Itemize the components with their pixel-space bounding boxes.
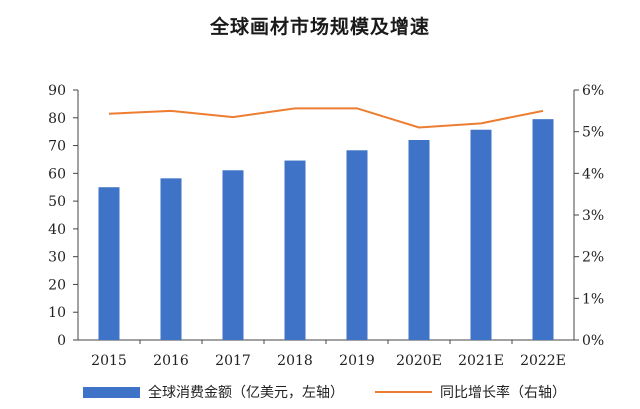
legend-bar-label: 全球消费金额（亿美元，左轴） (148, 384, 344, 401)
legend-bar-swatch (83, 387, 140, 398)
x-tick-label: 2022E (520, 353, 566, 369)
left-tick-label: 50 (48, 194, 66, 210)
chart-title: 全球画材市场规模及增速 (209, 16, 430, 38)
x-tick-label: 2020E (396, 353, 442, 369)
right-tick-label: 6% (582, 83, 604, 99)
x-tick-label: 2019 (339, 353, 375, 369)
left-tick-label: 30 (48, 250, 66, 266)
left-tick-label: 80 (48, 111, 66, 127)
x-tick-label: 2018 (277, 353, 313, 369)
x-tick-label: 2017 (215, 353, 251, 369)
right-tick-label: 5% (582, 125, 604, 141)
right-tick-label: 4% (582, 166, 604, 182)
left-tick-label: 10 (48, 305, 66, 321)
left-tick-label: 60 (48, 166, 66, 182)
x-tick-label: 2021E (458, 353, 504, 369)
left-tick-label: 20 (48, 277, 66, 293)
bar (408, 140, 430, 340)
left-tick-label: 90 (48, 83, 66, 99)
right-tick-label: 0% (582, 333, 604, 349)
right-tick-label: 2% (582, 250, 604, 266)
bar (346, 150, 368, 340)
bar (470, 129, 492, 340)
right-tick-label: 1% (582, 291, 604, 307)
bar (532, 119, 554, 341)
bar (222, 170, 244, 340)
bar (284, 160, 306, 340)
legend-line-label: 同比增长率（右轴） (440, 384, 566, 401)
left-tick-label: 70 (48, 139, 66, 155)
bar (98, 187, 120, 340)
left-tick-label: 0 (57, 333, 66, 349)
growth-rate-line (108, 107, 544, 129)
left-tick-label: 40 (48, 222, 66, 238)
right-tick-label: 3% (582, 208, 604, 224)
bar (160, 178, 182, 340)
x-tick-label: 2016 (153, 353, 189, 369)
x-tick-label: 2015 (91, 353, 127, 369)
